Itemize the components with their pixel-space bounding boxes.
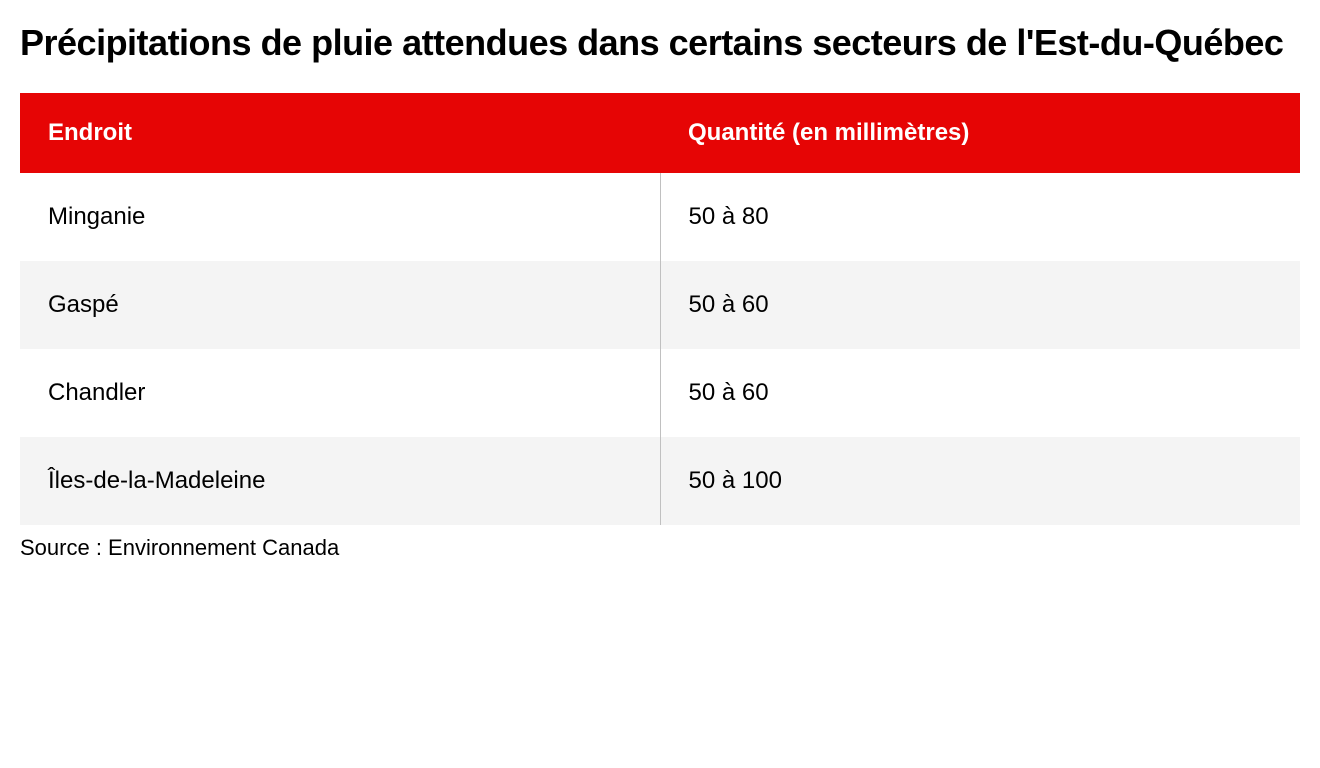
- table-row: Gaspé 50 à 60: [20, 261, 1300, 349]
- cell-location: Gaspé: [20, 261, 660, 349]
- cell-location: Îles-de-la-Madeleine: [20, 437, 660, 525]
- cell-quantity: 50 à 60: [660, 261, 1300, 349]
- cell-quantity: 50 à 60: [660, 349, 1300, 437]
- table-row: Îles-de-la-Madeleine 50 à 100: [20, 437, 1300, 525]
- table-row: Chandler 50 à 60: [20, 349, 1300, 437]
- content-container: Précipitations de pluie attendues dans c…: [20, 20, 1300, 561]
- source-attribution: Source : Environnement Canada: [20, 535, 1300, 561]
- page-title: Précipitations de pluie attendues dans c…: [20, 20, 1300, 65]
- table-row: Minganie 50 à 80: [20, 173, 1300, 261]
- column-header-location: Endroit: [20, 93, 660, 173]
- precipitation-table: Endroit Quantité (en millimètres) Mingan…: [20, 93, 1300, 525]
- table-header-row: Endroit Quantité (en millimètres): [20, 93, 1300, 173]
- cell-quantity: 50 à 80: [660, 173, 1300, 261]
- cell-location: Minganie: [20, 173, 660, 261]
- cell-location: Chandler: [20, 349, 660, 437]
- column-header-quantity: Quantité (en millimètres): [660, 93, 1300, 173]
- cell-quantity: 50 à 100: [660, 437, 1300, 525]
